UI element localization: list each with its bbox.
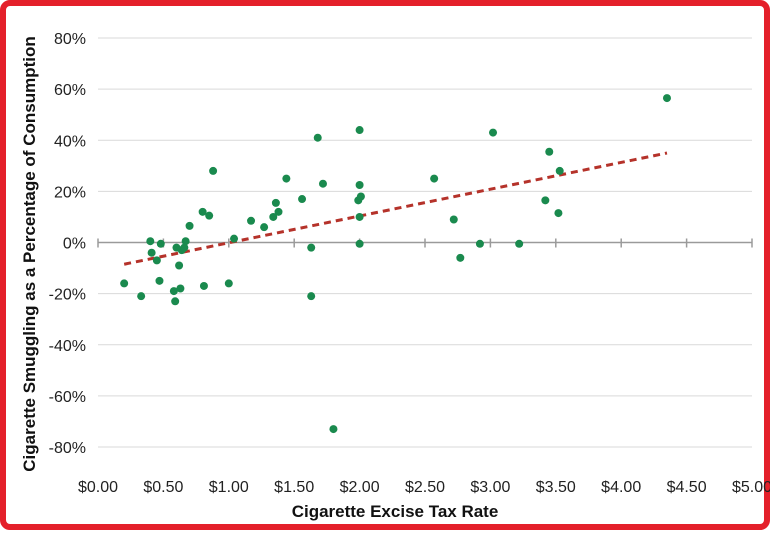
data-point: [175, 261, 184, 270]
data-point: [155, 276, 164, 285]
trendline-layer: [123, 151, 668, 266]
data-point: [198, 207, 207, 216]
x-tick-label: $2.00: [340, 479, 380, 496]
data-point: [137, 292, 146, 301]
x-axis-title: Cigarette Excise Tax Rate: [292, 502, 499, 521]
x-tick-label: $3.00: [470, 479, 510, 496]
data-point: [430, 174, 439, 183]
data-point: [181, 237, 190, 246]
x-tick-label: $1.50: [274, 479, 314, 496]
x-tick-label: $1.00: [209, 479, 249, 496]
data-point: [247, 216, 256, 225]
data-point: [185, 221, 194, 230]
y-tick-label: 20%: [54, 184, 86, 201]
data-point: [230, 234, 239, 243]
data-point: [269, 212, 278, 221]
axes: [97, 238, 753, 248]
data-point: [169, 287, 178, 296]
data-point: [152, 256, 161, 265]
data-point: [355, 239, 364, 248]
data-point: [356, 192, 365, 201]
data-point: [456, 253, 465, 262]
data-point: [271, 198, 280, 207]
x-tick-label: $5.00: [732, 479, 770, 496]
y-tick-label: 0%: [63, 236, 86, 253]
x-tick-label: $0.00: [78, 479, 118, 496]
data-point: [171, 297, 180, 306]
tick-labels: 80% 60% 40% 20% 0% -20% -40% -60% -80% $0.00 $0.50…: [49, 31, 770, 496]
data-point: [176, 284, 185, 293]
gridlines: [98, 37, 752, 448]
y-axis-title: Cigarette Smuggling as a Percentage of C…: [20, 36, 39, 471]
data-point: [489, 128, 498, 137]
y-tick-label: 60%: [54, 82, 86, 99]
data-point: [662, 94, 671, 103]
data-point: [260, 223, 269, 232]
data-point: [120, 279, 129, 288]
data-point: [355, 212, 364, 221]
data-point: [147, 248, 156, 257]
data-point: [298, 195, 307, 204]
x-tick-label: $0.50: [143, 479, 183, 496]
data-points: [120, 94, 671, 434]
data-point: [545, 147, 554, 156]
data-point: [355, 180, 364, 189]
data-point: [156, 239, 165, 248]
data-point: [205, 211, 214, 220]
y-tick-label: 40%: [54, 133, 86, 150]
trendline: [123, 151, 668, 266]
y-tick-label: -20%: [49, 287, 86, 304]
x-tick-label: $2.50: [405, 479, 445, 496]
x-tick-label: $4.00: [601, 479, 641, 496]
scatter-chart: 80% 60% 40% 20% 0% -20% -40% -60% -80% $0.00 $0.50…: [20, 31, 770, 521]
data-point: [313, 133, 322, 142]
data-point: [307, 292, 316, 301]
y-tick-label: -40%: [49, 338, 86, 355]
data-point: [209, 166, 218, 175]
data-point: [282, 174, 291, 183]
data-point: [146, 237, 155, 246]
data-point: [199, 281, 208, 290]
data-point: [475, 239, 484, 248]
data-point: [515, 239, 524, 248]
data-point: [329, 425, 338, 434]
data-point: [555, 166, 564, 175]
y-tick-label: 80%: [54, 31, 86, 48]
data-point: [449, 215, 458, 224]
data-point: [274, 207, 283, 216]
data-point: [307, 243, 316, 252]
data-point: [554, 209, 563, 218]
data-point: [180, 243, 189, 252]
x-tick-label: $4.50: [667, 479, 707, 496]
y-tick-label: -60%: [49, 389, 86, 406]
data-point: [355, 126, 364, 135]
x-tick-label: $3.50: [536, 479, 576, 496]
data-point: [224, 279, 233, 288]
data-point: [318, 179, 327, 188]
y-tick-label: -80%: [49, 440, 86, 457]
data-point: [541, 196, 550, 205]
